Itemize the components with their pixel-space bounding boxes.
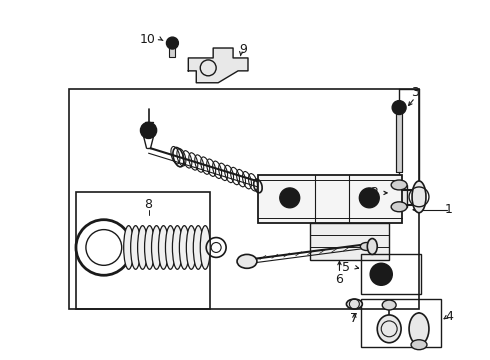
Circle shape (392, 100, 406, 114)
Ellipse shape (145, 226, 154, 269)
Text: 7: 7 (350, 312, 358, 325)
Bar (170, 43, 175, 57)
Ellipse shape (151, 226, 162, 269)
Ellipse shape (138, 226, 147, 269)
Text: 6: 6 (336, 273, 343, 286)
Bar (391, 185, 407, 207)
Text: 4: 4 (445, 310, 453, 323)
Ellipse shape (409, 313, 429, 345)
Circle shape (395, 104, 403, 112)
Bar (69, 89, 419, 309)
Text: 10: 10 (140, 33, 155, 46)
Bar (361, 255, 421, 294)
Bar (258, 175, 402, 223)
Bar (396, 108, 402, 172)
Ellipse shape (131, 226, 141, 269)
Circle shape (365, 193, 374, 203)
Ellipse shape (123, 226, 134, 269)
Text: 2: 2 (370, 186, 378, 199)
Ellipse shape (391, 202, 407, 212)
Circle shape (280, 188, 300, 208)
Text: 1: 1 (445, 203, 453, 216)
Text: 9: 9 (239, 42, 247, 55)
Circle shape (285, 193, 294, 203)
Ellipse shape (166, 226, 175, 269)
Text: 5: 5 (343, 261, 350, 274)
Bar (310, 223, 389, 260)
Ellipse shape (411, 340, 427, 350)
Ellipse shape (193, 226, 203, 269)
Ellipse shape (158, 226, 169, 269)
Ellipse shape (179, 226, 189, 269)
Polygon shape (188, 48, 248, 83)
Text: 8: 8 (145, 198, 152, 211)
Ellipse shape (382, 300, 396, 310)
Ellipse shape (391, 180, 407, 190)
Bar (361, 299, 441, 347)
Bar (76, 192, 210, 309)
Ellipse shape (237, 255, 257, 268)
Circle shape (359, 188, 379, 208)
Ellipse shape (200, 226, 210, 269)
Ellipse shape (360, 243, 372, 251)
Ellipse shape (186, 226, 196, 269)
Ellipse shape (346, 299, 362, 309)
Ellipse shape (412, 181, 426, 213)
Ellipse shape (377, 315, 401, 343)
Circle shape (141, 122, 156, 138)
Circle shape (370, 264, 392, 285)
Ellipse shape (172, 226, 182, 269)
Text: 3: 3 (411, 86, 419, 99)
Circle shape (167, 37, 178, 49)
Ellipse shape (368, 239, 377, 255)
